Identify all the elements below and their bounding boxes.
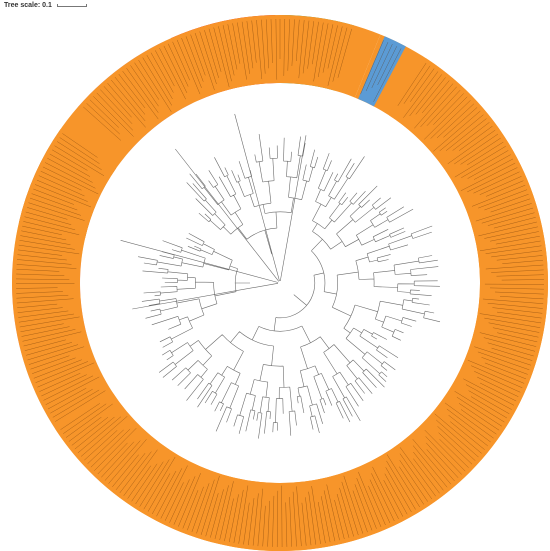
tree-scale-legend: Tree scale: 0.1 [4,2,87,9]
tree-branch-lines [120,113,441,439]
clade-segment-10 [12,15,548,551]
leaf-label-strokes [15,18,545,548]
clade-color-ring [11,15,548,551]
tree-scale-bar [56,4,87,7]
tree-scale-label: Tree scale: 0.1 [4,2,52,9]
leaf-label-marks [15,18,545,548]
tree-branches [120,113,441,439]
clade-segment-9 [358,36,406,107]
